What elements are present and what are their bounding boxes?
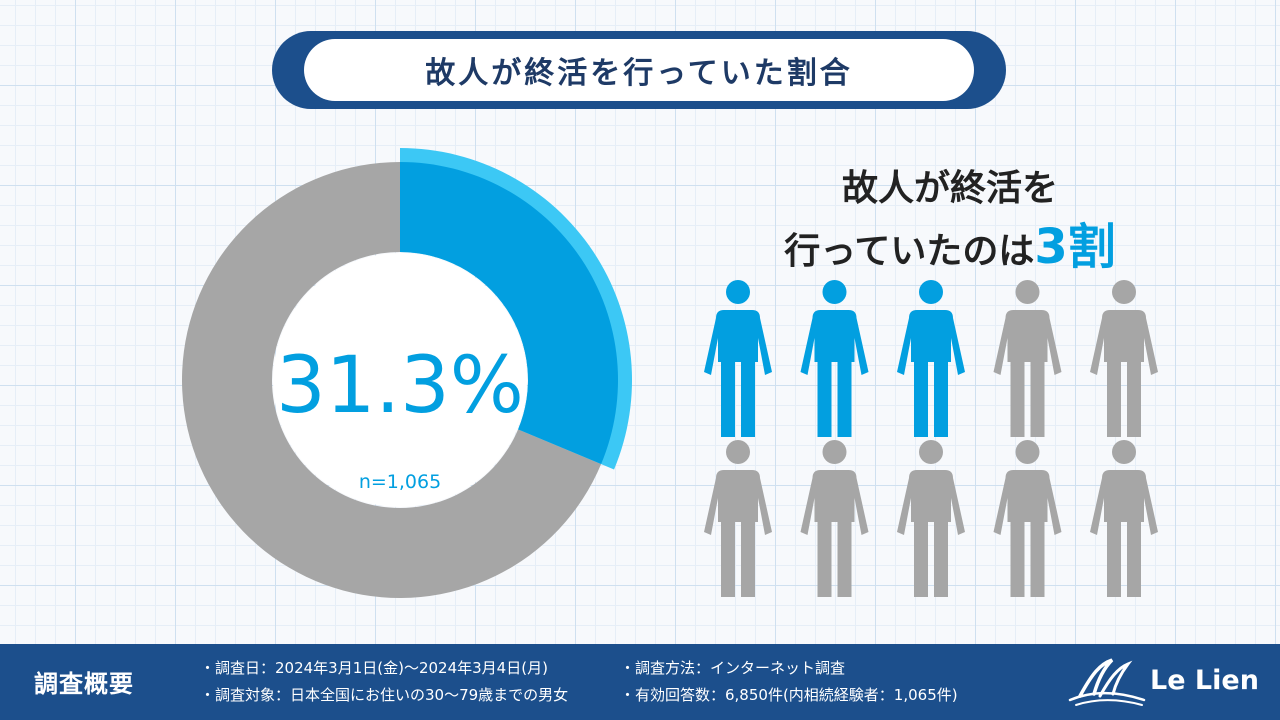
page-title: 故人が終活を行っていた割合 bbox=[425, 56, 853, 91]
person-icon bbox=[800, 440, 869, 597]
person-icon bbox=[993, 440, 1062, 597]
donut-chart: 31.3% n=1,065 bbox=[181, 148, 632, 598]
logo-text: Le Lien bbox=[1150, 665, 1259, 696]
person-icon bbox=[993, 280, 1062, 437]
title-banner: 故人が終活を行っていた割合 bbox=[272, 31, 1006, 109]
footer-title: 調査概要 bbox=[34, 670, 134, 698]
person-icon-highlighted bbox=[704, 280, 772, 437]
survey-responses: ・有効回答数：6,850件(内相続経験者：1,065件) bbox=[620, 686, 958, 704]
survey-method: ・調査方法：インターネット調査 bbox=[620, 659, 846, 677]
survey-footer: 調査概要 ・調査日：2024年3月1日(金)～2024年3月4日(月) ・調査対… bbox=[0, 644, 1280, 720]
survey-target: ・調査対象：日本全国にお住いの30～79歳までの男女 bbox=[200, 686, 569, 704]
survey-info-right: ・調査方法：インターネット調査 ・有効回答数：6,850件(内相続経験者：1,0… bbox=[620, 655, 958, 709]
donut-slice-highlight bbox=[400, 162, 618, 465]
donut-center bbox=[273, 253, 527, 507]
sample-size-label: n=1,065 bbox=[359, 471, 441, 493]
headline-line1: 故人が終活を bbox=[841, 168, 1058, 209]
person-icon bbox=[704, 440, 772, 597]
title-banner-inner: 故人が終活を行っていた割合 bbox=[304, 39, 974, 101]
person-icon bbox=[897, 440, 965, 597]
person-icon bbox=[1090, 280, 1158, 437]
person-icon-highlighted bbox=[897, 280, 965, 437]
survey-info-left: ・調査日：2024年3月1日(金)～2024年3月4日(月) ・調査対象：日本全… bbox=[200, 655, 568, 709]
person-pictogram bbox=[704, 280, 1158, 597]
headline: 故人が終活を 行っていたのは3割 bbox=[690, 160, 1210, 281]
donut-center-value: 31.3% bbox=[276, 341, 524, 431]
headline-value: 3割 bbox=[1034, 219, 1116, 275]
lelien-swoosh-icon bbox=[1068, 658, 1146, 706]
person-icon bbox=[1090, 440, 1158, 597]
headline-line2: 行っていたのは3割 bbox=[690, 218, 1210, 281]
survey-date: ・調査日：2024年3月1日(金)～2024年3月4日(月) bbox=[200, 659, 548, 677]
person-icon-highlighted bbox=[800, 280, 869, 437]
brand-logo: Le Lien bbox=[1066, 656, 1266, 710]
donut-slice-other bbox=[181, 162, 602, 598]
headline-line2-prefix: 行っていたのは bbox=[784, 231, 1035, 272]
